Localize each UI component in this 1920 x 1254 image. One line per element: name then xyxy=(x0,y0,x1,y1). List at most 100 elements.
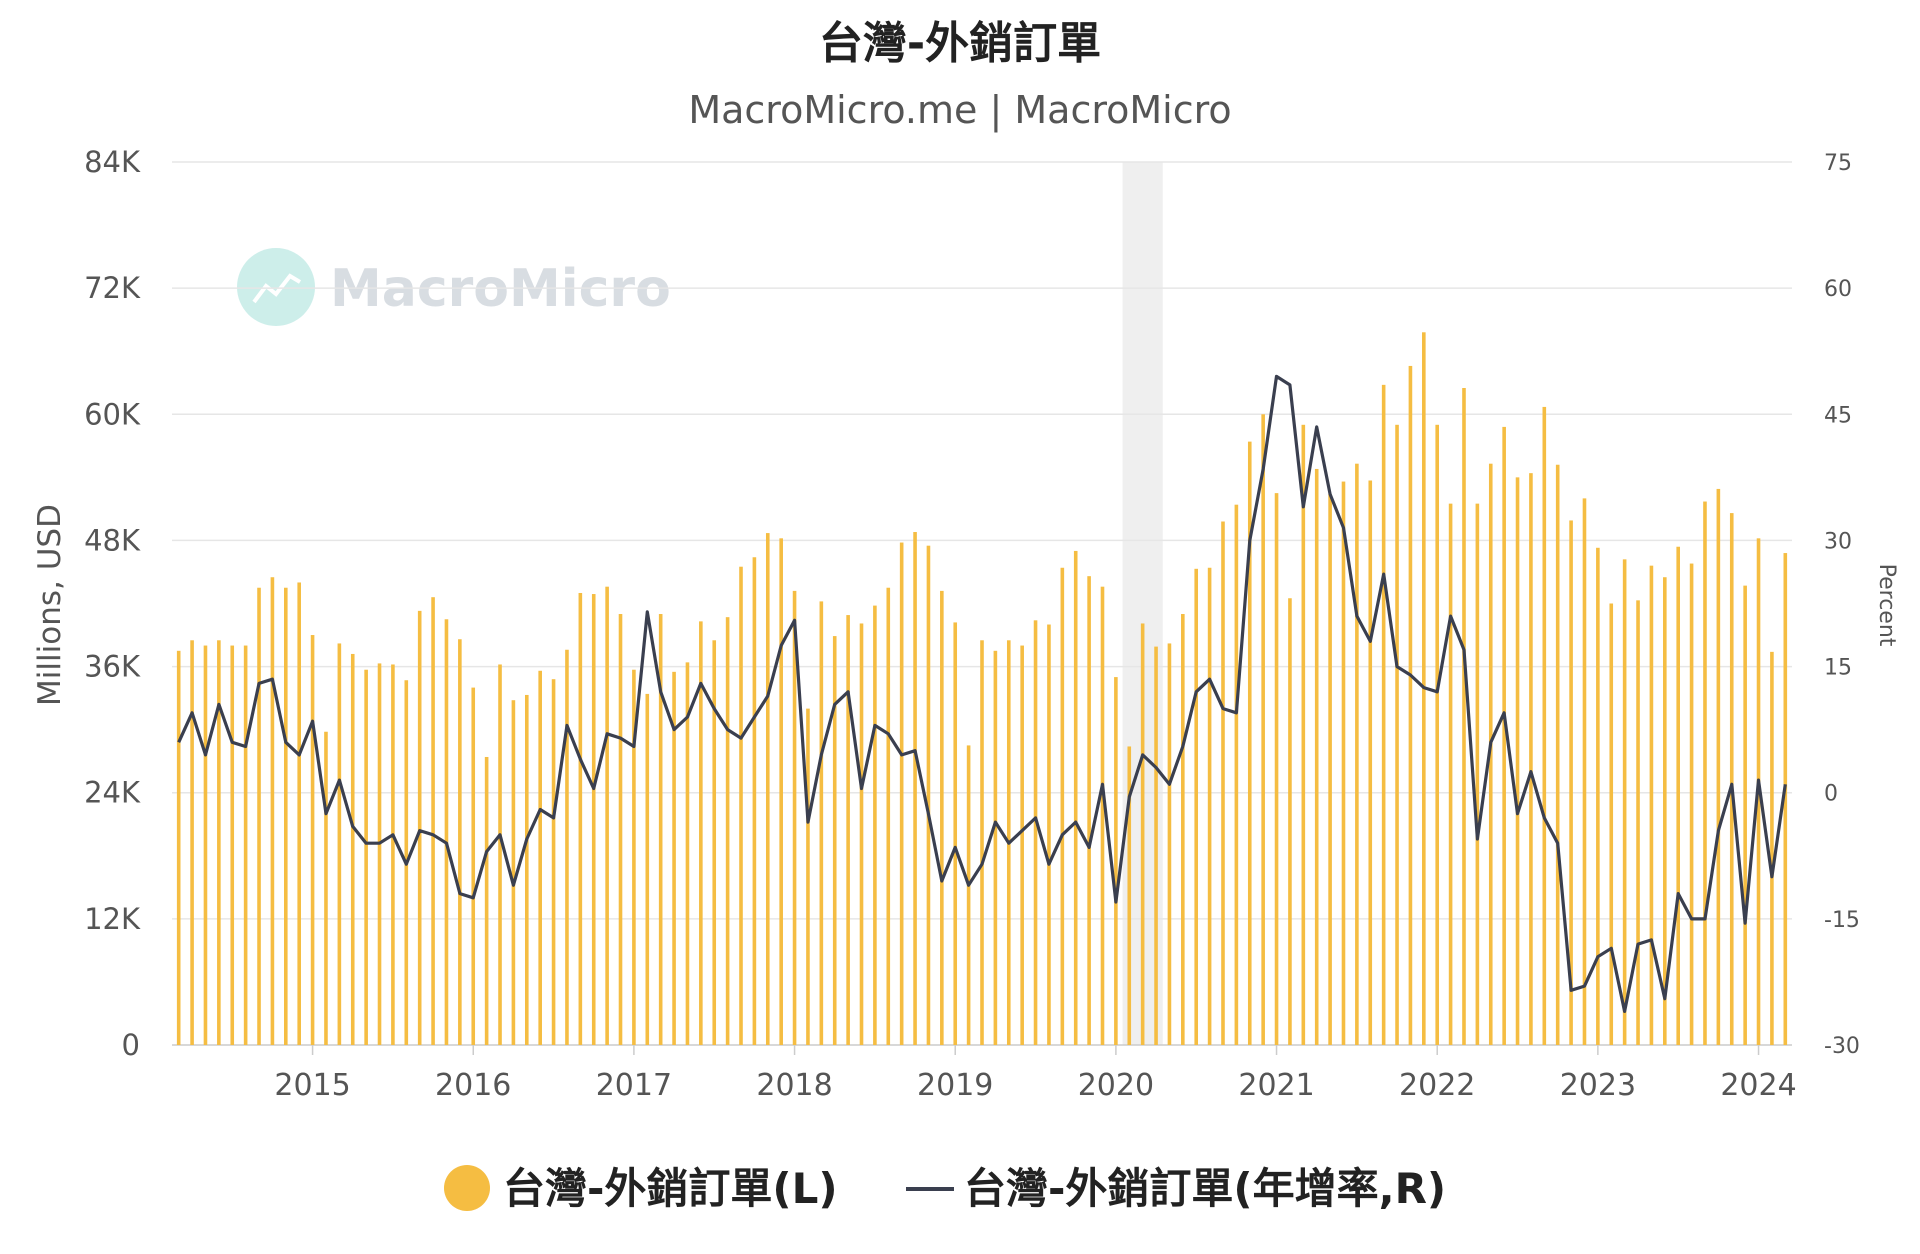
bar xyxy=(297,582,301,1045)
bar xyxy=(806,708,810,1045)
bar xyxy=(1729,513,1734,1045)
bar xyxy=(1100,586,1105,1045)
bar xyxy=(1435,424,1440,1045)
bar xyxy=(1676,546,1680,1045)
y-axis-left: 0 12K 24K 36K 48K 60K 72K 84K xyxy=(84,145,141,1062)
legend-item-bars[interactable]: 台灣-外銷訂單(L) xyxy=(444,1164,838,1213)
bar xyxy=(1783,553,1788,1045)
bar xyxy=(1181,614,1185,1045)
bar xyxy=(953,622,958,1045)
bar xyxy=(1221,521,1225,1045)
bar xyxy=(1020,645,1024,1045)
bar xyxy=(993,650,998,1045)
chart-title: 台灣-外銷訂單 xyxy=(819,18,1101,69)
x-tick-label: 2024 xyxy=(1720,1068,1796,1103)
bar xyxy=(685,662,690,1045)
bar xyxy=(364,669,368,1045)
y-tick-right-label: 60 xyxy=(1824,277,1852,302)
bar xyxy=(1033,620,1038,1045)
bar xyxy=(176,650,181,1045)
watermark-logo-line-icon xyxy=(252,273,302,304)
bar xyxy=(605,586,609,1045)
bar xyxy=(1582,498,1587,1045)
y-tick-right-label: -30 xyxy=(1824,1034,1860,1059)
bar xyxy=(846,615,850,1045)
bar xyxy=(1689,563,1694,1045)
bar xyxy=(565,649,569,1045)
bar xyxy=(350,653,355,1045)
watermark-text: MacroMicro xyxy=(330,259,671,319)
bar xyxy=(1502,426,1506,1045)
bar xyxy=(284,587,288,1045)
bar xyxy=(873,605,877,1045)
bar xyxy=(1770,651,1774,1045)
bar xyxy=(1381,384,1386,1045)
bar xyxy=(1448,503,1453,1045)
bar xyxy=(1073,550,1078,1045)
bar xyxy=(940,590,944,1045)
bar xyxy=(1515,477,1520,1045)
watermark: MacroMicro xyxy=(237,248,671,326)
bar xyxy=(591,594,596,1045)
bar xyxy=(257,587,261,1045)
bar xyxy=(1408,365,1413,1046)
bar xyxy=(524,694,529,1045)
bar xyxy=(1140,623,1145,1045)
legend-bar-label: 台灣-外銷訂單(L) xyxy=(503,1164,838,1213)
bar xyxy=(752,557,757,1045)
bar xyxy=(980,640,984,1045)
bar xyxy=(578,592,583,1045)
bar xyxy=(1569,520,1573,1045)
bar xyxy=(1301,424,1306,1045)
bar xyxy=(511,700,516,1045)
bar xyxy=(1395,424,1399,1045)
y-tick-left-label: 24K xyxy=(84,776,141,810)
bar xyxy=(1060,567,1065,1045)
bar-series xyxy=(176,332,1788,1046)
bar xyxy=(658,614,663,1045)
bar xyxy=(1314,468,1319,1045)
bar xyxy=(966,745,971,1045)
bar xyxy=(1114,677,1118,1045)
yoy-line xyxy=(177,374,1787,1014)
bar xyxy=(1475,503,1480,1045)
bar xyxy=(190,640,194,1045)
bar xyxy=(765,533,770,1045)
legend-bar-marker-icon xyxy=(444,1165,490,1211)
bar xyxy=(832,636,837,1045)
bar xyxy=(1328,494,1332,1046)
line-series xyxy=(177,374,1787,1014)
bar xyxy=(1596,547,1600,1045)
bar xyxy=(1462,388,1466,1045)
bar xyxy=(725,617,730,1045)
bar xyxy=(391,664,395,1045)
bar xyxy=(1743,585,1747,1045)
bar xyxy=(886,587,891,1045)
bar xyxy=(913,532,917,1045)
bar xyxy=(1087,576,1091,1045)
bar xyxy=(1127,746,1132,1045)
y-tick-left-label: 72K xyxy=(84,271,141,305)
bar xyxy=(1622,559,1627,1045)
bar xyxy=(1247,441,1252,1045)
legend-item-line[interactable]: 台灣-外銷訂單(年增率,R) xyxy=(906,1164,1446,1213)
bar xyxy=(1207,567,1212,1045)
bar xyxy=(712,640,717,1045)
bar xyxy=(203,645,208,1045)
legend-line-label: 台灣-外銷訂單(年增率,R) xyxy=(964,1164,1446,1213)
y-tick-left-label: 0 xyxy=(122,1028,140,1062)
bar xyxy=(337,643,342,1045)
bar xyxy=(1649,565,1654,1045)
bar xyxy=(1154,646,1158,1045)
bar xyxy=(1261,414,1265,1045)
bar xyxy=(1609,603,1614,1045)
y-tick-right-label: 0 xyxy=(1824,782,1838,807)
bar xyxy=(498,664,502,1045)
bar xyxy=(1368,480,1373,1045)
bar xyxy=(431,597,435,1045)
bar xyxy=(1047,624,1051,1045)
y-tick-left-label: 36K xyxy=(84,650,141,684)
bar xyxy=(1355,463,1359,1046)
x-tick-label: 2017 xyxy=(596,1068,672,1103)
